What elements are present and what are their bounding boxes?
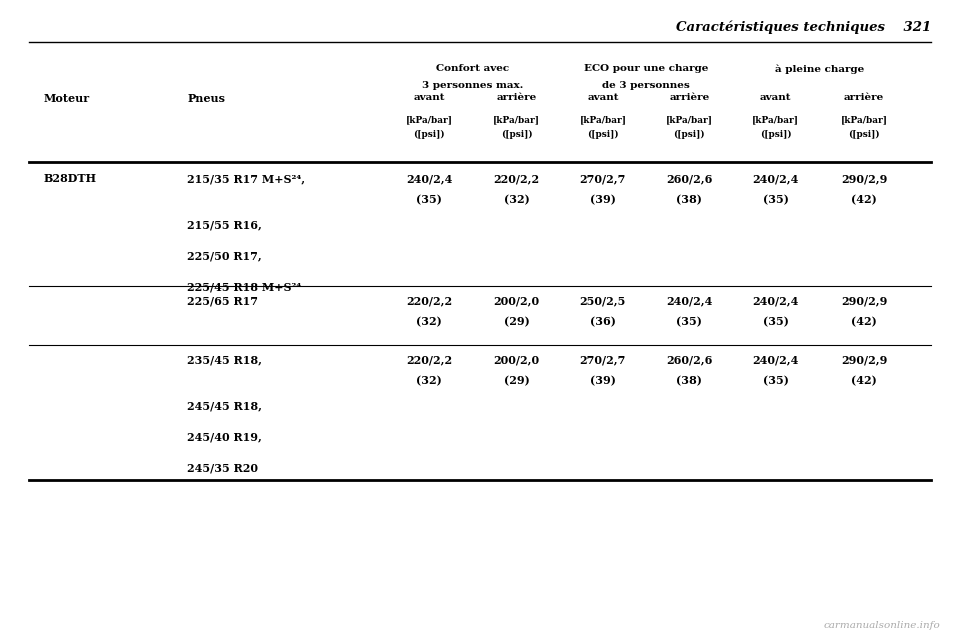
- Text: B28DTH: B28DTH: [43, 173, 96, 184]
- Text: (39): (39): [590, 194, 615, 205]
- Text: arrière: arrière: [669, 93, 709, 102]
- Text: de 3 personnes: de 3 personnes: [602, 81, 690, 90]
- Text: 3 personnes max.: 3 personnes max.: [422, 81, 523, 90]
- Text: (35): (35): [763, 316, 788, 327]
- Text: arrière: arrière: [844, 93, 884, 102]
- Text: [kPa/bar]: [kPa/bar]: [753, 116, 799, 125]
- Text: Moteur: Moteur: [43, 93, 89, 104]
- Text: (39): (39): [590, 375, 615, 386]
- Text: 290/2,9: 290/2,9: [841, 354, 887, 365]
- Text: 220/2,2: 220/2,2: [406, 354, 452, 365]
- Text: (35): (35): [763, 375, 788, 386]
- Text: 250/2,5: 250/2,5: [580, 295, 626, 306]
- Text: (35): (35): [763, 194, 788, 205]
- Text: (35): (35): [417, 194, 442, 205]
- Text: ECO pour une charge: ECO pour une charge: [584, 64, 708, 73]
- Text: 220/2,2: 220/2,2: [406, 295, 452, 306]
- Text: arrière: arrière: [496, 93, 537, 102]
- Text: (32): (32): [417, 375, 442, 386]
- Text: 240/2,4: 240/2,4: [406, 173, 452, 184]
- Text: 245/40 R19,: 245/40 R19,: [187, 431, 262, 442]
- Text: 200/2,0: 200/2,0: [493, 295, 540, 306]
- Text: carmanualsonline.info: carmanualsonline.info: [824, 621, 941, 630]
- Text: ([psi]): ([psi]): [501, 130, 532, 139]
- Text: 245/45 R18,: 245/45 R18,: [187, 401, 262, 412]
- Text: ([psi]): ([psi]): [760, 130, 791, 139]
- Text: 245/35 R20: 245/35 R20: [187, 462, 258, 473]
- Text: (29): (29): [504, 375, 529, 386]
- Text: [kPa/bar]: [kPa/bar]: [666, 116, 712, 125]
- Text: (42): (42): [852, 194, 876, 205]
- Text: (42): (42): [852, 316, 876, 327]
- Text: 260/2,6: 260/2,6: [666, 354, 712, 365]
- Text: (32): (32): [504, 194, 529, 205]
- Text: [kPa/bar]: [kPa/bar]: [841, 116, 887, 125]
- Text: (42): (42): [852, 375, 876, 386]
- Text: avant: avant: [760, 93, 791, 102]
- Text: Confort avec: Confort avec: [436, 64, 510, 73]
- Text: 225/50 R17,: 225/50 R17,: [187, 250, 262, 261]
- Text: 270/2,7: 270/2,7: [580, 354, 626, 365]
- Text: Pneus: Pneus: [187, 93, 226, 104]
- Text: 240/2,4: 240/2,4: [753, 354, 799, 365]
- Text: (35): (35): [677, 316, 702, 327]
- Text: avant: avant: [414, 93, 444, 102]
- Text: 260/2,6: 260/2,6: [666, 173, 712, 184]
- Text: 200/2,0: 200/2,0: [493, 354, 540, 365]
- Text: avant: avant: [588, 93, 618, 102]
- Text: 235/45 R18,: 235/45 R18,: [187, 354, 262, 365]
- Text: 215/35 R17 M+S²⁴,: 215/35 R17 M+S²⁴,: [187, 173, 305, 184]
- Text: (32): (32): [417, 316, 442, 327]
- Text: ([psi]): ([psi]): [674, 130, 705, 139]
- Text: 290/2,9: 290/2,9: [841, 295, 887, 306]
- Text: Caractéristiques techniques    321: Caractéristiques techniques 321: [676, 21, 931, 34]
- Text: ([psi]): ([psi]): [849, 130, 879, 139]
- Text: 270/2,7: 270/2,7: [580, 173, 626, 184]
- Text: 215/55 R16,: 215/55 R16,: [187, 220, 262, 230]
- Text: ([psi]): ([psi]): [414, 130, 444, 139]
- Text: ([psi]): ([psi]): [588, 130, 618, 139]
- Text: 240/2,4: 240/2,4: [753, 173, 799, 184]
- Text: à pleine charge: à pleine charge: [776, 64, 864, 74]
- Text: 240/2,4: 240/2,4: [753, 295, 799, 306]
- Text: 220/2,2: 220/2,2: [493, 173, 540, 184]
- Text: 290/2,9: 290/2,9: [841, 173, 887, 184]
- Text: 240/2,4: 240/2,4: [666, 295, 712, 306]
- Text: 225/45 R18 M+S²⁴: 225/45 R18 M+S²⁴: [187, 281, 301, 292]
- Text: (38): (38): [677, 375, 702, 386]
- Text: (29): (29): [504, 316, 529, 327]
- Text: [kPa/bar]: [kPa/bar]: [406, 116, 452, 125]
- Text: [kPa/bar]: [kPa/bar]: [580, 116, 626, 125]
- Text: [kPa/bar]: [kPa/bar]: [493, 116, 540, 125]
- Text: (38): (38): [677, 194, 702, 205]
- Text: (36): (36): [590, 316, 615, 327]
- Text: 225/65 R17: 225/65 R17: [187, 295, 258, 306]
